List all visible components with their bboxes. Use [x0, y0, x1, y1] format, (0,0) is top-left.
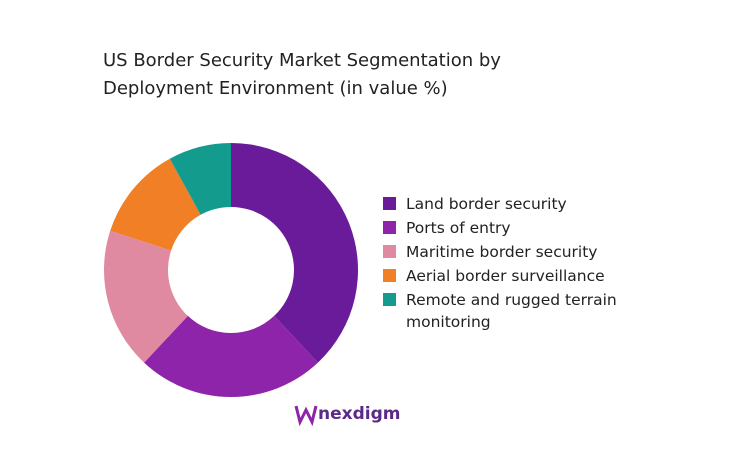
donut-slice — [110, 158, 201, 251]
legend-label: Maritime border security — [406, 243, 598, 261]
legend-swatch — [383, 245, 396, 258]
legend-label: Remote and rugged terrain monitoring — [406, 291, 617, 331]
legend: Land border security Ports of entry Mariti… — [383, 193, 683, 335]
legend-swatch — [383, 197, 396, 210]
legend-item: Remote and rugged terrain monitoring — [383, 289, 683, 333]
donut-slice — [231, 143, 358, 363]
chart-title: US Border Security Market Segmentation b… — [103, 50, 501, 99]
donut-slice — [169, 143, 231, 215]
donut-slice — [103, 230, 188, 363]
legend-label: Ports of entry — [406, 219, 511, 237]
legend-item: Ports of entry — [383, 217, 683, 239]
legend-item: Maritime border security — [383, 241, 683, 263]
brand: nexdigm — [318, 404, 401, 424]
brand-logo — [294, 405, 318, 427]
donut-slice — [144, 315, 318, 398]
legend-item: Aerial border surveillance — [383, 265, 683, 287]
legend-swatch — [383, 269, 396, 282]
legend-label: Land border security — [406, 195, 567, 213]
legend-swatch — [383, 293, 396, 306]
legend-swatch — [383, 221, 396, 234]
legend-item: Land border security — [383, 193, 683, 215]
legend-label: Aerial border surveillance — [406, 267, 605, 285]
